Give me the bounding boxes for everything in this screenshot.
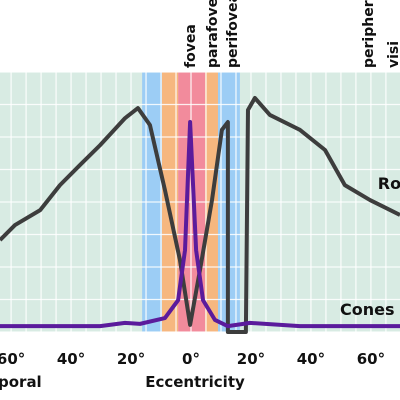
zone-label: fovea (183, 24, 199, 68)
side-label: poral (0, 373, 42, 391)
x-tick-label: 40° (297, 350, 325, 368)
zone-label: parafovea (205, 0, 221, 68)
annotation: peripheral (361, 0, 377, 68)
series-label: Cones (340, 300, 395, 319)
series-line (0, 120, 400, 329)
x-tick-label: 20° (237, 350, 265, 368)
x-tick-label: 20° (117, 350, 145, 368)
x-axis-label: Eccentricity (145, 373, 245, 391)
x-tick-label: 40° (57, 350, 85, 368)
annotation: visi (386, 41, 400, 68)
zone-label: perifovea (225, 0, 241, 68)
x-tick-label: 0° (182, 350, 200, 368)
x-tick-label: 60° (357, 350, 385, 368)
series-label: Ro (378, 174, 400, 193)
x-tick-label: 60° (0, 350, 25, 368)
series-line (0, 96, 400, 334)
